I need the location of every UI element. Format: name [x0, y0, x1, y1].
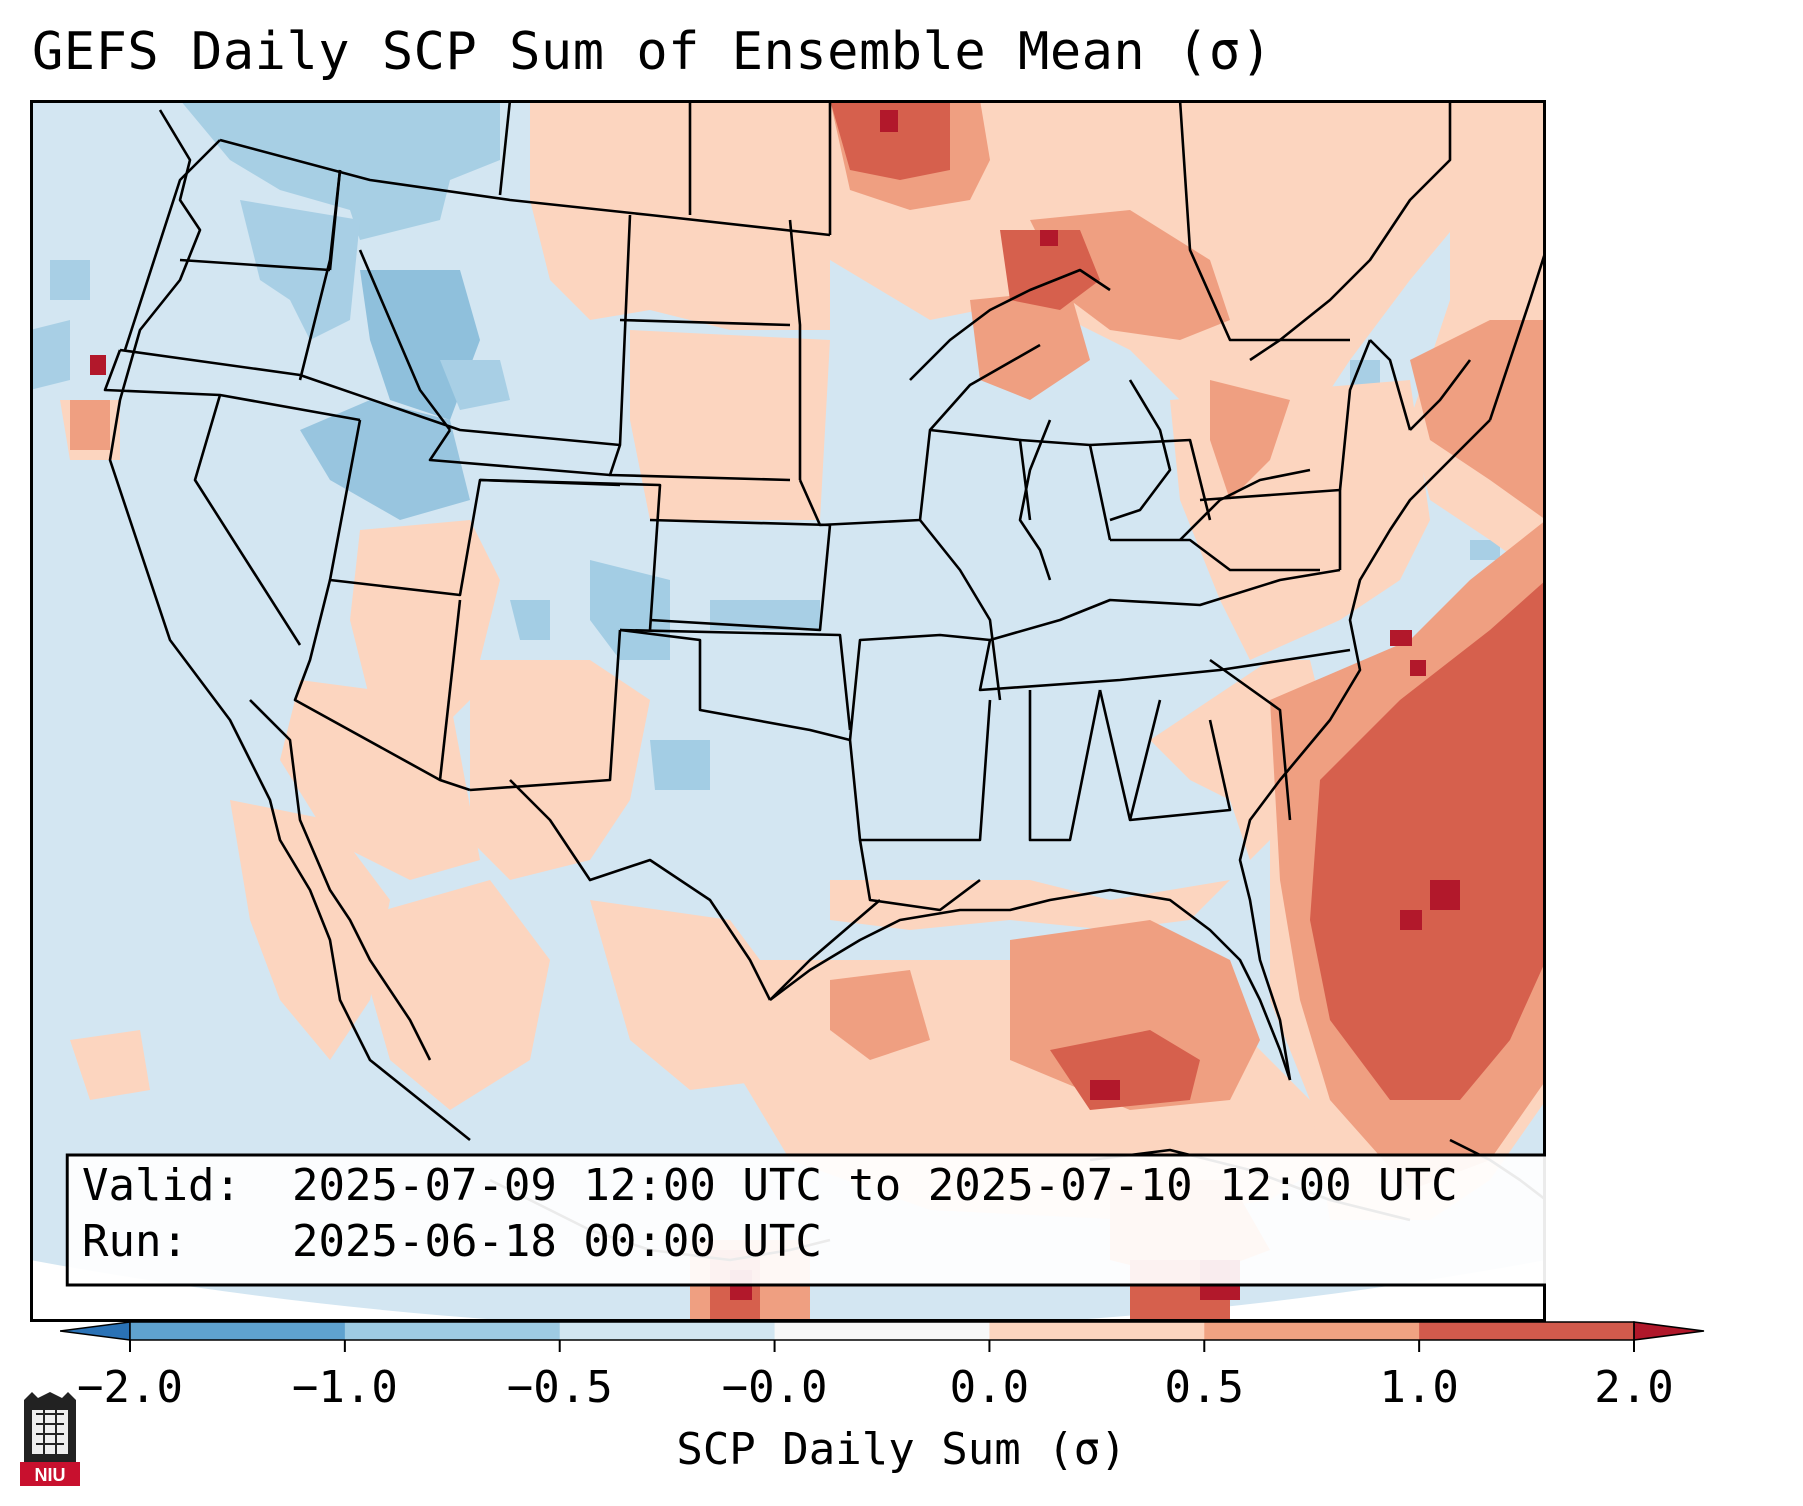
colorbar-segment — [559, 1322, 776, 1340]
colorbar-tick-label: −1.0 — [292, 1362, 398, 1413]
colorbar-segments — [60, 1321, 1705, 1341]
info-box: Valid: 2025-07-09 12:00 UTC to 2025-07-1… — [65, 1153, 1546, 1287]
colorbar-tick-label: 0.5 — [1165, 1362, 1244, 1413]
colorbar-tick-label: 1.0 — [1379, 1362, 1458, 1413]
colorbar: −2.0 −1.0 −0.5 −0.0 0.0 0.5 1.0 2.0 — [60, 1321, 1705, 1413]
colorbar-tick-label: −0.5 — [507, 1362, 613, 1413]
colorbar-extend-min — [60, 1321, 131, 1341]
logo-text: NIU — [35, 1465, 66, 1485]
valid-value: 2025-07-09 12:00 UTC to 2025-07-10 12:00… — [292, 1160, 1458, 1211]
run-value: 2025-06-18 00:00 UTC — [292, 1216, 822, 1267]
colorbar-ticks: −2.0 −1.0 −0.5 −0.0 0.0 0.5 1.0 2.0 — [77, 1340, 1674, 1413]
colorbar-extend-max — [1633, 1321, 1705, 1341]
colorbar-tick-label: −0.0 — [722, 1362, 828, 1413]
colorbar-tick-label: −2.0 — [77, 1362, 183, 1413]
colorbar-tick-label: 0.0 — [950, 1362, 1029, 1413]
colorbar-segment — [1204, 1322, 1420, 1340]
info-box-background — [65, 1153, 1546, 1287]
run-label: Run: — [82, 1216, 188, 1267]
colorbar-outline — [129, 1321, 1635, 1341]
map-frame — [30, 100, 1546, 1322]
colorbar-label: SCP Daily Sum (σ) — [676, 1424, 1127, 1475]
valid-label: Valid: — [82, 1160, 241, 1211]
state-boundaries — [103, 100, 1472, 1001]
colorbar-tick-label: 2.0 — [1594, 1362, 1673, 1413]
logo-banner — [20, 1462, 80, 1486]
chart-title: GEFS Daily SCP Sum of Ensemble Mean (σ) — [32, 22, 1273, 82]
colorbar-segment — [130, 1322, 346, 1340]
colorbar-segment — [1419, 1322, 1635, 1340]
colorbar-segment — [774, 1322, 990, 1340]
colorbar-segment — [989, 1322, 1205, 1340]
map-panel: Valid: 2025-07-09 12:00 UTC to 2025-07-1… — [30, 100, 1546, 1322]
niu-logo: NIU — [20, 1392, 80, 1486]
colorbar-segment — [344, 1322, 561, 1340]
logo-window — [32, 1410, 68, 1454]
